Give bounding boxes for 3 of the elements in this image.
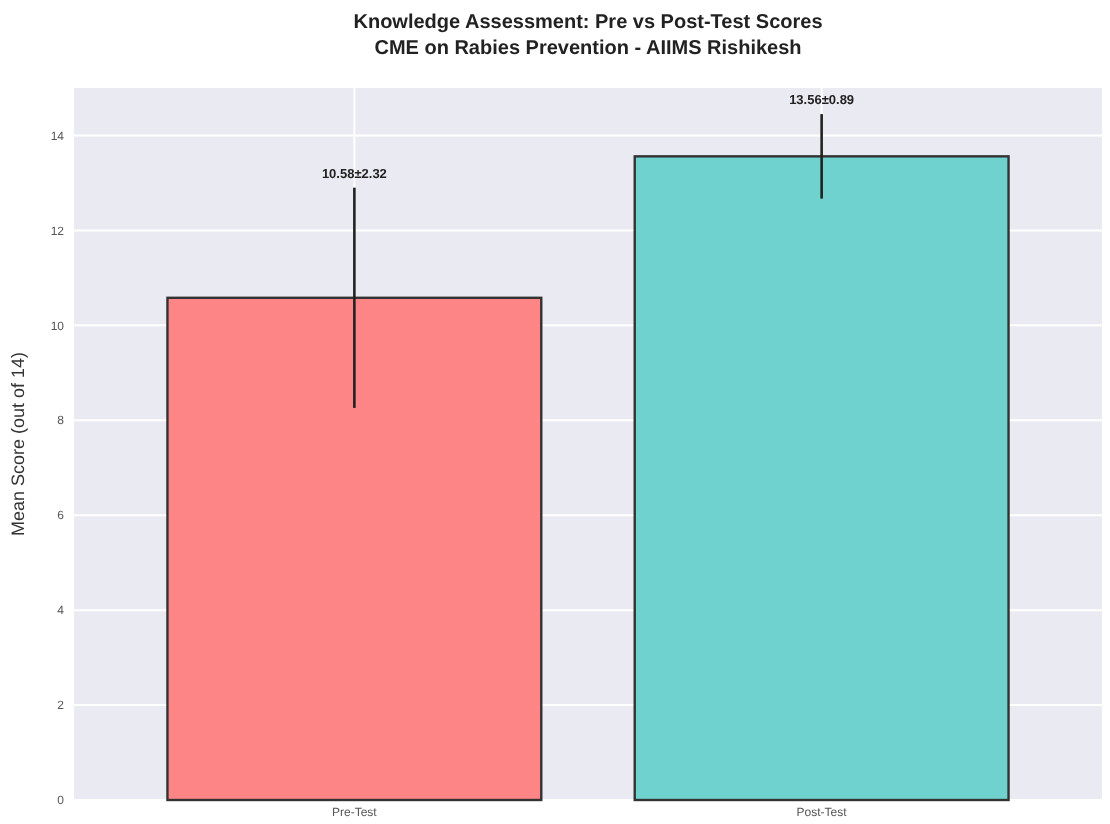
chart-title: Knowledge Assessment: Pre vs Post-Test Scores bbox=[353, 12, 824, 34]
chart-subtitle: CME on Rabies Prevention - AIIMS Rishikesh bbox=[374, 38, 802, 60]
y-axis-title: Mean Score (out of 14) bbox=[8, 351, 28, 537]
